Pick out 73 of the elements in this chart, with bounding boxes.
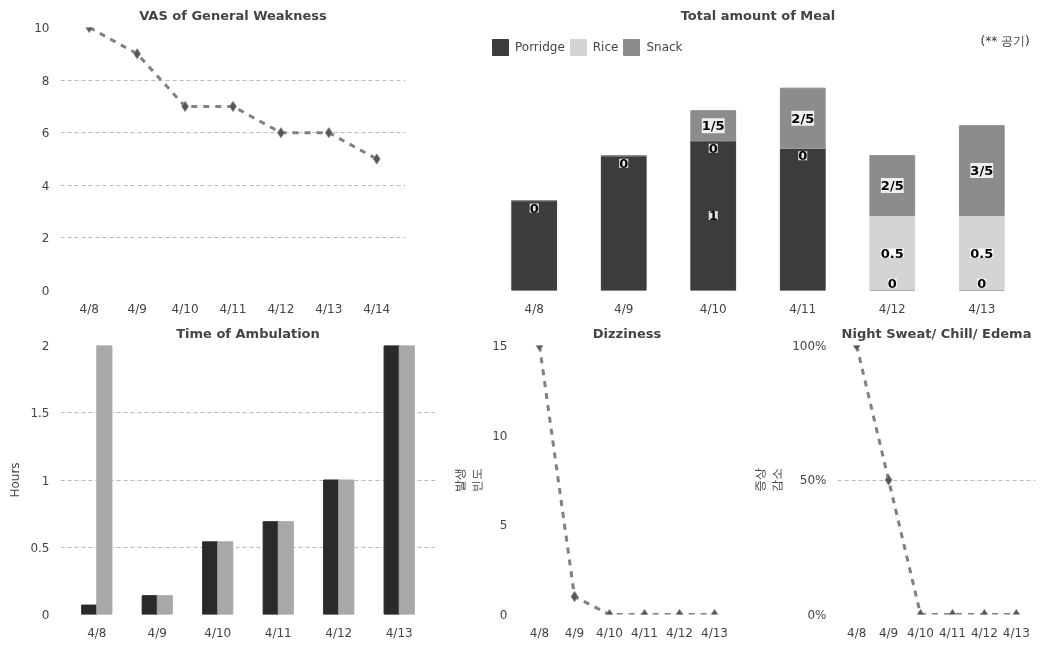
x-tick-label: 4/12 [970, 625, 998, 640]
y-tick-label: 0 [499, 608, 508, 622]
y-axis-title: 발생 빈도 [453, 468, 485, 492]
data-label: 0 [708, 140, 718, 156]
legend-label: Porridge [515, 40, 565, 54]
data-label: 1/5 [701, 118, 725, 134]
y-tick-label: 10 [34, 21, 50, 35]
legend-label: Snack [646, 40, 683, 54]
data-label: 0 [887, 275, 897, 291]
legend-label: Rice [592, 40, 619, 54]
x-tick-label: 4/9 [564, 625, 585, 640]
x-tick-label: 4/10 [699, 301, 727, 316]
data-label: 1 [708, 208, 718, 224]
y-tick-label: 2 [41, 231, 50, 246]
y-tick-label: 0% [807, 607, 827, 622]
x-tick-label: 4/9 [614, 301, 634, 316]
x-tick-label: 4/12 [325, 625, 353, 640]
y-tick-label: 10 [492, 428, 508, 443]
data-label: 0.5 [970, 245, 994, 261]
data-label: 0.5 [880, 245, 904, 261]
x-tick-label: 4/8 [87, 625, 107, 640]
data-label: 2/5 [880, 178, 904, 194]
x-tick-label: 4/11 [789, 301, 817, 316]
y-tick-label: 0.5 [30, 540, 50, 555]
x-tick-label: 4/9 [878, 625, 899, 640]
x-tick-label: 4/13 [315, 301, 343, 316]
x-tick-label: 4/12 [666, 625, 693, 640]
x-tick-label: 4/14 [363, 301, 391, 316]
y-axis-title: Hours [8, 462, 23, 498]
x-tick-label: 4/11 [631, 625, 658, 640]
x-tick-label: 4/8 [847, 625, 867, 640]
y-tick-label: 0 [41, 608, 50, 622]
y-tick-label: 2 [41, 339, 50, 353]
x-tick-label: 4/12 [267, 301, 295, 316]
y-tick-label: 6 [41, 126, 50, 141]
x-tick-label: 4/13 [701, 625, 728, 640]
x-tick-label: 4/13 [968, 301, 996, 316]
chart-title: Total amount of Meal [680, 7, 836, 23]
data-label: 0 [529, 200, 539, 216]
chart-title: Dizziness [592, 325, 662, 341]
y-tick-label: 5 [499, 518, 508, 533]
data-label: 3/5 [970, 163, 994, 179]
y-tick-label: 15 [492, 339, 508, 353]
x-tick-label: 4/8 [79, 301, 99, 316]
x-tick-label: 4/12 [878, 301, 906, 316]
x-tick-label: 4/9 [147, 625, 167, 640]
y-tick-label: 50% [799, 473, 827, 487]
chart-title: Night Sweat/ Chill/ Edema [841, 325, 1032, 341]
y-tick-label: 8 [41, 73, 50, 88]
y-tick-label: 1.5 [30, 406, 50, 421]
y-tick-label: 4 [41, 178, 50, 193]
x-tick-label: 4/8 [529, 625, 550, 640]
y-tick-label: 0 [41, 284, 50, 298]
text: (** 공기) [980, 33, 1030, 48]
x-tick-label: 4/11 [219, 301, 247, 316]
chart-title: VAS of General Weakness [139, 7, 328, 23]
x-tick-label: 4/13 [1002, 625, 1030, 640]
y-axis-title: 증상 감소 [753, 468, 785, 492]
x-tick-label: 4/9 [127, 301, 147, 316]
x-tick-label: 4/11 [264, 625, 292, 640]
data-label: 2/5 [791, 110, 815, 126]
y-tick-label: 100% [792, 338, 827, 353]
x-tick-label: 4/10 [171, 301, 199, 316]
data-label: 0 [619, 155, 629, 171]
x-tick-label: 4/10 [907, 625, 935, 640]
x-tick-label: 4/13 [385, 625, 413, 640]
x-tick-label: 4/11 [938, 625, 966, 640]
data-label: 0 [977, 275, 987, 291]
x-tick-label: 4/10 [596, 625, 623, 640]
y-tick-label: 1 [41, 473, 50, 488]
chart-title: Time of Ambulation [176, 325, 320, 341]
x-tick-label: 4/8 [524, 301, 544, 316]
x-tick-label: 4/10 [204, 625, 232, 640]
